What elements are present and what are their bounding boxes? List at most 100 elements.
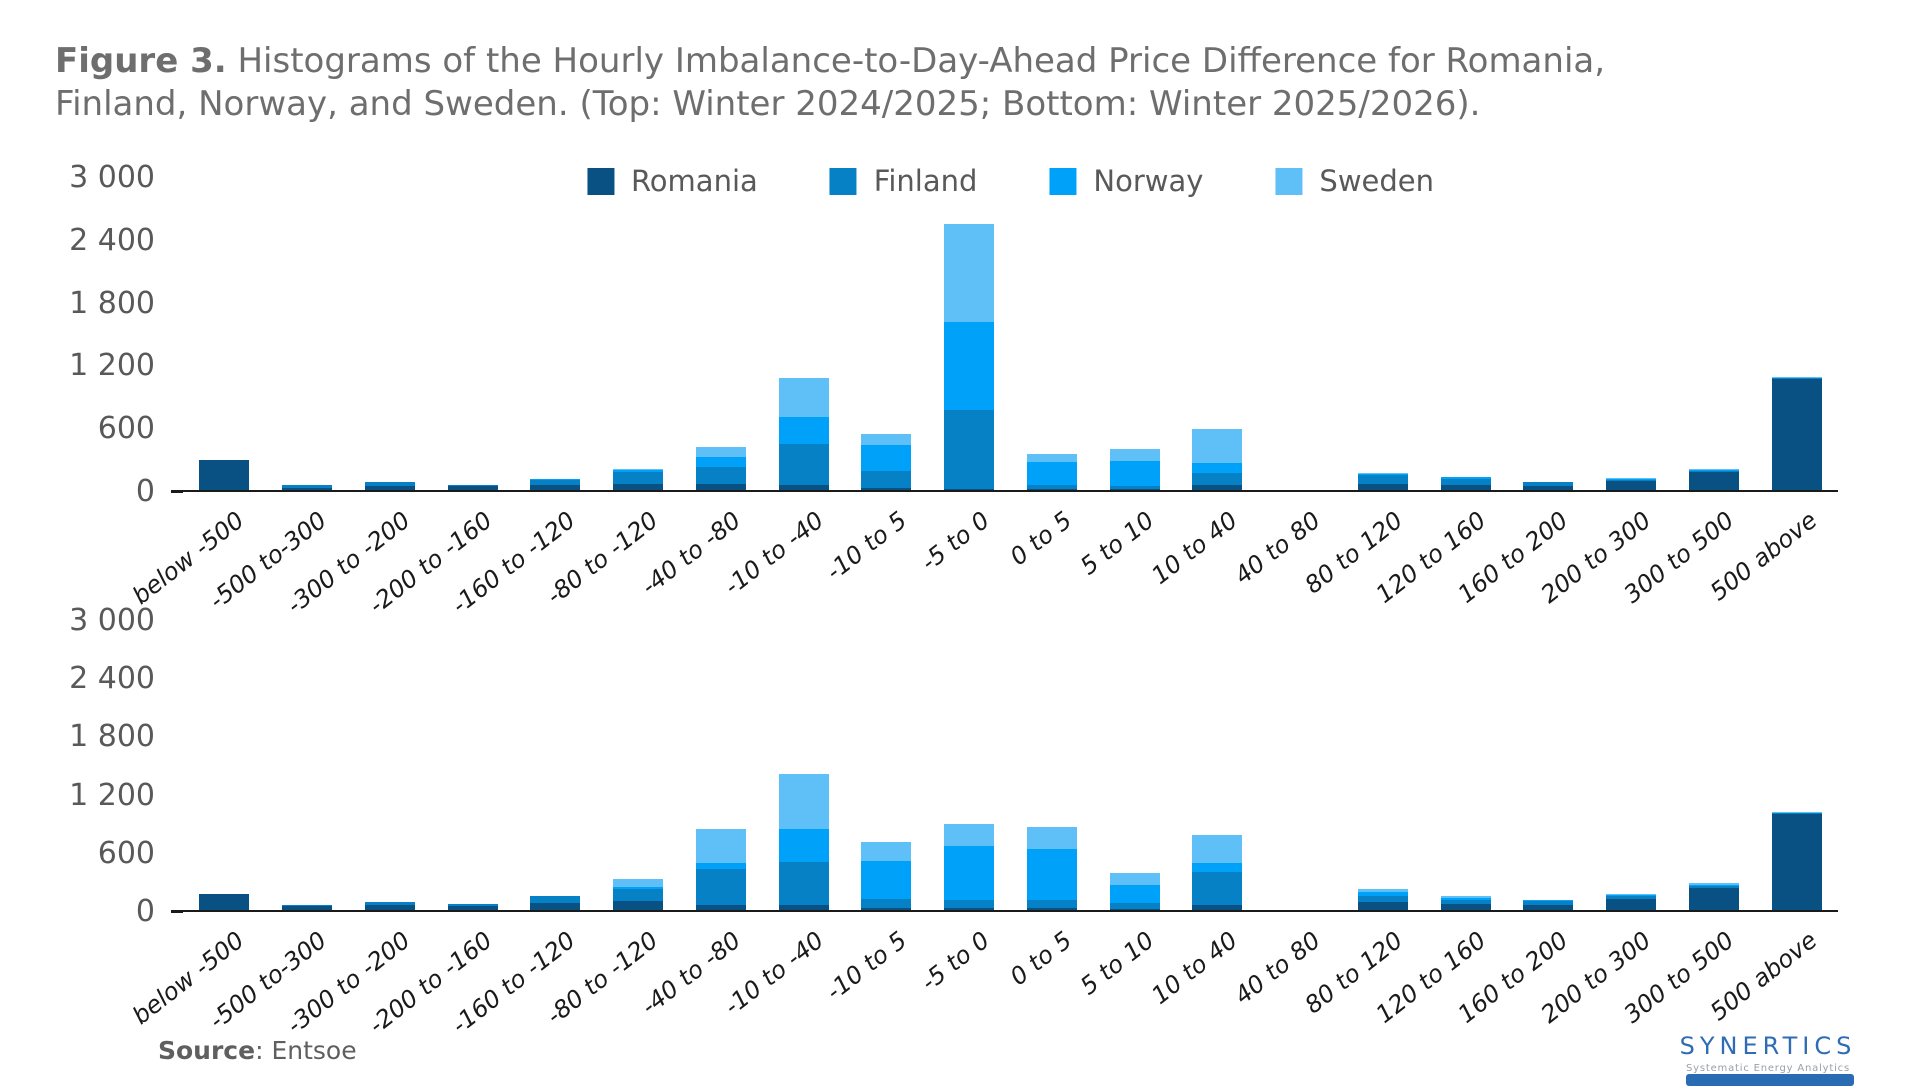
- bar-segment-finland: [779, 444, 829, 485]
- title-line-2: Finland, Norway, and Sweden. (Top: Winte…: [55, 83, 1900, 126]
- x-axis-line: [171, 490, 183, 493]
- source-note: Source: Entsoe: [158, 1036, 357, 1065]
- bar-segment-sweden: [1027, 454, 1077, 461]
- figure-title: Figure 3. Histograms of the Hourly Imbal…: [55, 40, 1900, 126]
- bar-segment-romania: [282, 488, 332, 490]
- bar-segment-norway: [1110, 461, 1160, 486]
- bar-segment-romania: [696, 484, 746, 490]
- bar-5-to-10: [1110, 873, 1160, 910]
- bar-segment-romania: [365, 905, 415, 910]
- bar-segment-norway: [779, 829, 829, 863]
- bar-segment-finland: [696, 467, 746, 484]
- bar-segment-norway: [1192, 863, 1242, 872]
- figure-number: Figure 3.: [55, 41, 227, 81]
- bar-segment-romania: [448, 486, 498, 490]
- x-tick-label: 0 to 5: [1005, 926, 1077, 991]
- bar-segment-romania: [282, 906, 332, 910]
- bar-0-to-5: [1027, 454, 1077, 490]
- bar-segment-romania: [696, 905, 746, 910]
- bar--300-to--200: [365, 902, 415, 910]
- logo-name: SYNERTICS: [1668, 1032, 1868, 1060]
- y-tick-label: 1 200: [69, 777, 155, 815]
- bar--40-to--80: [696, 447, 746, 490]
- y-tick-label: 1 800: [69, 285, 155, 323]
- bar-segment-romania: [613, 901, 663, 910]
- y-tick-label: 1 800: [69, 718, 155, 756]
- bar--40-to--80: [696, 829, 746, 910]
- bar-segment-sweden: [944, 824, 994, 846]
- bar-segment-romania: [1523, 486, 1573, 490]
- bar-segment-romania: [530, 903, 580, 910]
- bar-segment-finland: [861, 471, 911, 488]
- bar-segment-romania: [1358, 484, 1408, 490]
- bar-segment-finland: [779, 862, 829, 905]
- y-tick-label: 2 400: [69, 660, 155, 698]
- y-tick-label: 600: [98, 835, 155, 873]
- bar-160-to-200: [1523, 900, 1573, 910]
- bar--10-to--40: [779, 378, 829, 490]
- x-tick-label: -5 to 0: [915, 506, 994, 576]
- bar-segment-romania: [1358, 902, 1408, 910]
- bar-segment-norway: [779, 417, 829, 444]
- bar-segment-norway: [944, 846, 994, 900]
- bar-segment-romania: [1772, 379, 1822, 490]
- bar--300-to--200: [365, 482, 415, 490]
- bar-segment-finland: [1192, 473, 1242, 485]
- bar-segment-finland: [530, 896, 580, 903]
- bar-segment-sweden: [779, 378, 829, 418]
- synertics-logo: SYNERTICS Systematic Energy Analytics: [1668, 1032, 1868, 1074]
- bar-segment-romania: [944, 489, 994, 490]
- bar-segment-finland: [1192, 872, 1242, 905]
- bar-segment-romania: [448, 906, 498, 910]
- bar--10-to--40: [779, 774, 829, 910]
- bar-300-to-500: [1689, 883, 1739, 910]
- bar-segment-romania: [1027, 489, 1077, 490]
- bar-segment-sweden: [696, 447, 746, 457]
- bar--500-to-300: [282, 905, 332, 910]
- bar-segment-norway: [1027, 462, 1077, 485]
- x-tick-label: -10 to 5: [820, 926, 911, 1006]
- bar-segment-sweden: [1192, 835, 1242, 863]
- bar-200-to-300: [1606, 894, 1656, 910]
- bar-80-to-120: [1358, 889, 1408, 910]
- x-axis-top: below -500-500 to-300-300 to -200-200 to…: [183, 492, 1838, 607]
- y-tick-label: 3 000: [69, 159, 155, 197]
- bar-segment-norway: [1027, 849, 1077, 900]
- bar--200-to--160: [448, 904, 498, 910]
- bar-segment-romania: [199, 894, 249, 910]
- logo-underline-bar: [1686, 1074, 1854, 1086]
- bar--10-to-5: [861, 434, 911, 490]
- y-tick-label: 0: [136, 473, 155, 511]
- bar-120-to-160: [1441, 896, 1491, 910]
- bar--160-to--120: [530, 479, 580, 490]
- bar-segment-finland: [861, 899, 911, 907]
- bar-below--500: [199, 894, 249, 910]
- bar--80-to--120: [613, 879, 663, 910]
- source-value: : Entsoe: [255, 1036, 357, 1065]
- bar-segment-finland: [613, 472, 663, 484]
- bar--200-to--160: [448, 485, 498, 490]
- x-tick-label: 0 to 5: [1005, 506, 1077, 571]
- source-label: Source: [158, 1036, 255, 1065]
- bar-segment-romania: [613, 484, 663, 490]
- bar--5-to-0: [944, 824, 994, 910]
- y-tick-label: 600: [98, 410, 155, 448]
- bar-segment-romania: [1772, 814, 1822, 910]
- bar--80-to--120: [613, 469, 663, 490]
- bar-80-to-120: [1358, 473, 1408, 490]
- logo-tagline: Systematic Energy Analytics: [1668, 1063, 1868, 1074]
- y-tick-label: 2 400: [69, 222, 155, 260]
- bar-segment-finland: [613, 889, 663, 901]
- bar-segment-norway: [861, 445, 911, 471]
- bar-segment-romania: [779, 905, 829, 910]
- bar-10-to-40: [1192, 429, 1242, 490]
- bar--5-to-0: [944, 224, 994, 490]
- bar-segment-romania: [1523, 905, 1573, 910]
- bar-5-to-10: [1110, 449, 1160, 490]
- bar-120-to-160: [1441, 477, 1491, 490]
- bar-segment-romania: [1606, 481, 1656, 490]
- bar-segment-romania: [199, 460, 249, 490]
